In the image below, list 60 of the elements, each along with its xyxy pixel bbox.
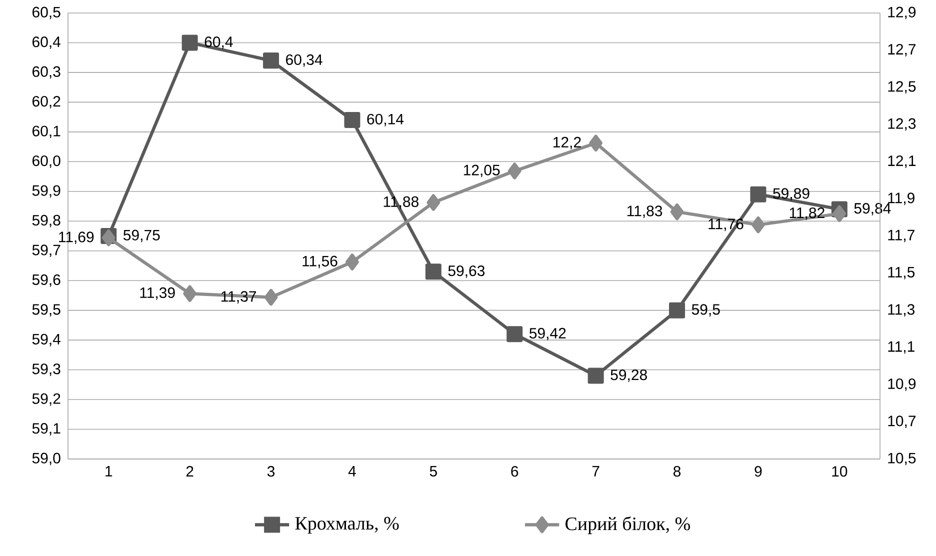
x-tick-label: 1 xyxy=(106,466,112,476)
y-tick-label: 59,8 xyxy=(32,214,60,228)
x-tick-label: 5 xyxy=(430,466,437,477)
data-label: 11,82 xyxy=(790,207,824,220)
x-tick-label: 7 xyxy=(592,466,600,476)
data-label: 59,63 xyxy=(448,265,485,278)
x-tick-label: 2 xyxy=(186,466,194,477)
y-tick-label: 59,9 xyxy=(32,185,60,198)
data-label: 59,42 xyxy=(529,328,566,340)
y2-tick-label: 11,5 xyxy=(888,267,915,280)
data-label: 60,14 xyxy=(367,114,404,126)
x-tick-label: 9 xyxy=(754,466,762,477)
y-tick-label: 59,0 xyxy=(32,452,60,466)
legend-label: Сирий білок, % xyxy=(566,516,690,534)
y2-tick-label: 12,5 xyxy=(888,81,916,94)
y-tick-label: 59,5 xyxy=(32,304,60,317)
y-tick-label: 60,4 xyxy=(32,36,61,49)
y-tick-label: 59,6 xyxy=(32,274,60,287)
data-label: 59,84 xyxy=(854,203,891,216)
legend-label: Крохмаль, % xyxy=(295,516,399,534)
x-tick-label: 4 xyxy=(348,466,356,476)
data-label: 11,69 xyxy=(59,232,94,244)
data-label: 59,75 xyxy=(123,230,160,242)
data-label: 11,76 xyxy=(708,218,744,232)
data-label: 12,2 xyxy=(553,136,581,150)
data-label: 59,5 xyxy=(692,304,720,317)
y-tick-label: 60,1 xyxy=(32,126,60,138)
y2-tick-label: 10,5 xyxy=(888,452,916,466)
y2-tick-label: 12,9 xyxy=(888,6,916,20)
y-tick-label: 59,4 xyxy=(32,334,61,346)
data-label: 59,89 xyxy=(773,188,810,201)
y2-tick-label: 10,7 xyxy=(888,416,916,428)
y-tick-label: 60,0 xyxy=(32,155,60,168)
x-tick-label: 10 xyxy=(832,466,848,477)
data-label: 11,39 xyxy=(140,287,175,300)
x-tick-label: 3 xyxy=(267,466,275,477)
y2-tick-label: 12,1 xyxy=(888,155,916,168)
y-tick-label: 59,2 xyxy=(32,393,60,406)
y2-tick-label: 10,9 xyxy=(888,378,916,391)
y2-tick-label: 11,9 xyxy=(888,192,914,206)
y-tick-label: 60,2 xyxy=(32,96,60,108)
data-label: 11,83 xyxy=(627,206,662,218)
y2-tick-label: 11,7 xyxy=(888,230,914,242)
y-tick-label: 59,3 xyxy=(32,364,60,376)
data-label: 12,05 xyxy=(464,164,500,178)
y2-tick-label: 11,1 xyxy=(888,341,914,354)
y-tick-label: 60,3 xyxy=(32,66,60,79)
y-tick-label: 60,5 xyxy=(32,6,60,20)
y-tick-label: 59,1 xyxy=(32,423,60,436)
y-tick-label: 59,7 xyxy=(32,244,60,258)
x-tick-label: 6 xyxy=(511,466,518,477)
data-label: 59,28 xyxy=(610,370,647,382)
y2-tick-label: 12,7 xyxy=(888,44,916,56)
y2-tick-label: 12,3 xyxy=(888,118,916,131)
data-label: 11,37 xyxy=(221,291,256,304)
data-label: 60,34 xyxy=(286,54,322,67)
data-label: 11,56 xyxy=(302,256,338,268)
y2-tick-label: 11,3 xyxy=(888,304,915,317)
data-label: 60,4 xyxy=(204,36,233,49)
x-tick-label: 8 xyxy=(674,466,681,477)
